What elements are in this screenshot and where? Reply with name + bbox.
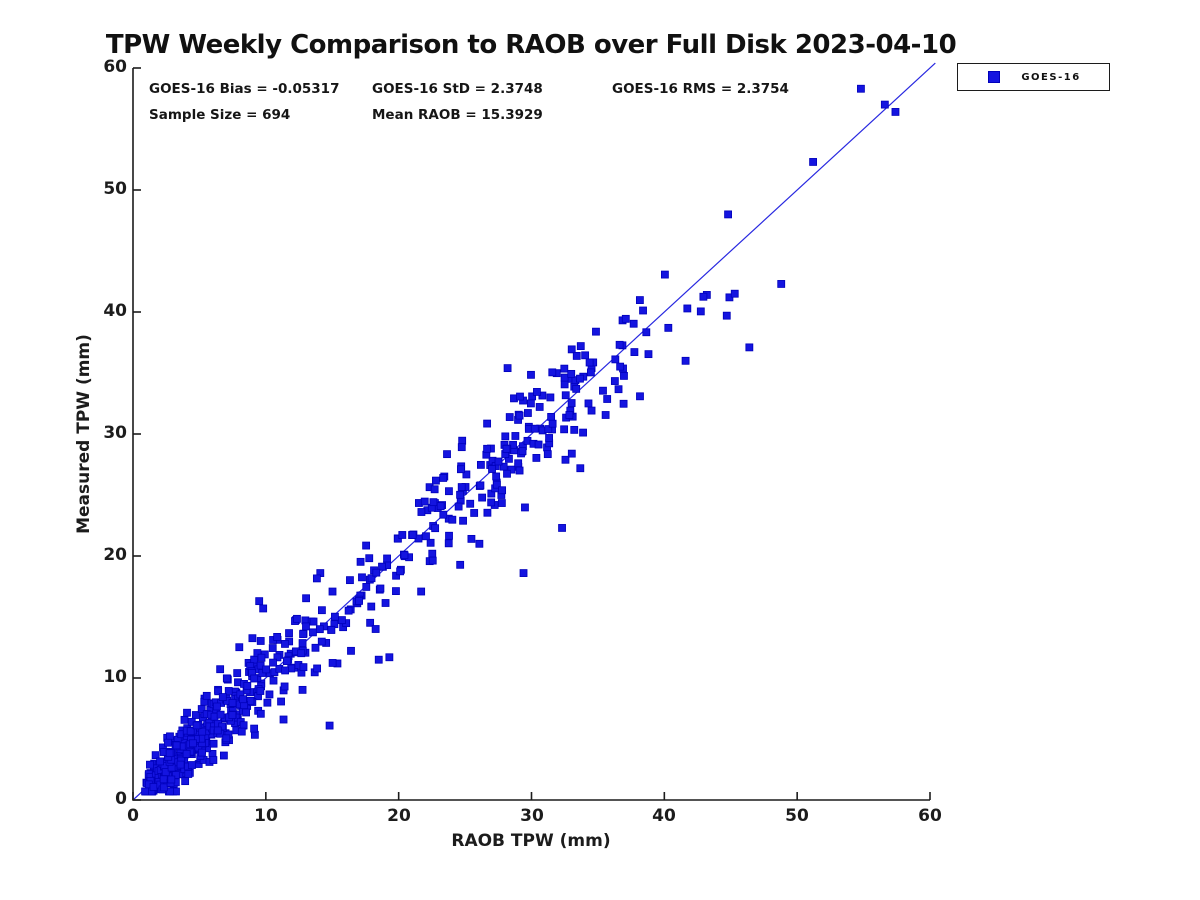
y-tick-label: 20 [103,545,127,565]
x-tick-label: 50 [785,806,809,826]
x-axis-label: RAOB TPW (mm) [451,831,611,851]
legend-entry-label: GOES-16 [1021,71,1081,83]
x-tick-label: 20 [387,806,411,826]
chart-title: TPW Weekly Comparison to RAOB over Full … [105,30,957,60]
x-tick-label: 30 [520,806,544,826]
y-axis-label: Measured TPW (mm) [74,334,94,534]
legend-marker-square-icon [988,71,1000,83]
stat-rms: GOES-16 RMS = 2.3754 [612,81,789,97]
legend-box: GOES-16 [957,63,1110,91]
y-tick-label: 60 [103,57,127,77]
y-tick-label: 30 [103,423,127,443]
y-tick-label: 40 [103,301,127,321]
stat-mean-raob: Mean RAOB = 15.3929 [372,107,543,123]
stat-bias: GOES-16 Bias = -0.05317 [149,81,340,97]
x-tick-label: 40 [652,806,676,826]
y-tick-label: 10 [103,667,127,687]
x-tick-label: 60 [918,806,942,826]
x-tick-label: 0 [127,806,139,826]
y-tick-label: 0 [115,789,127,809]
y-tick-label: 50 [103,179,127,199]
stat-std: GOES-16 StD = 2.3748 [372,81,543,97]
x-tick-label: 10 [254,806,278,826]
stat-sample-size: Sample Size = 694 [149,107,291,123]
